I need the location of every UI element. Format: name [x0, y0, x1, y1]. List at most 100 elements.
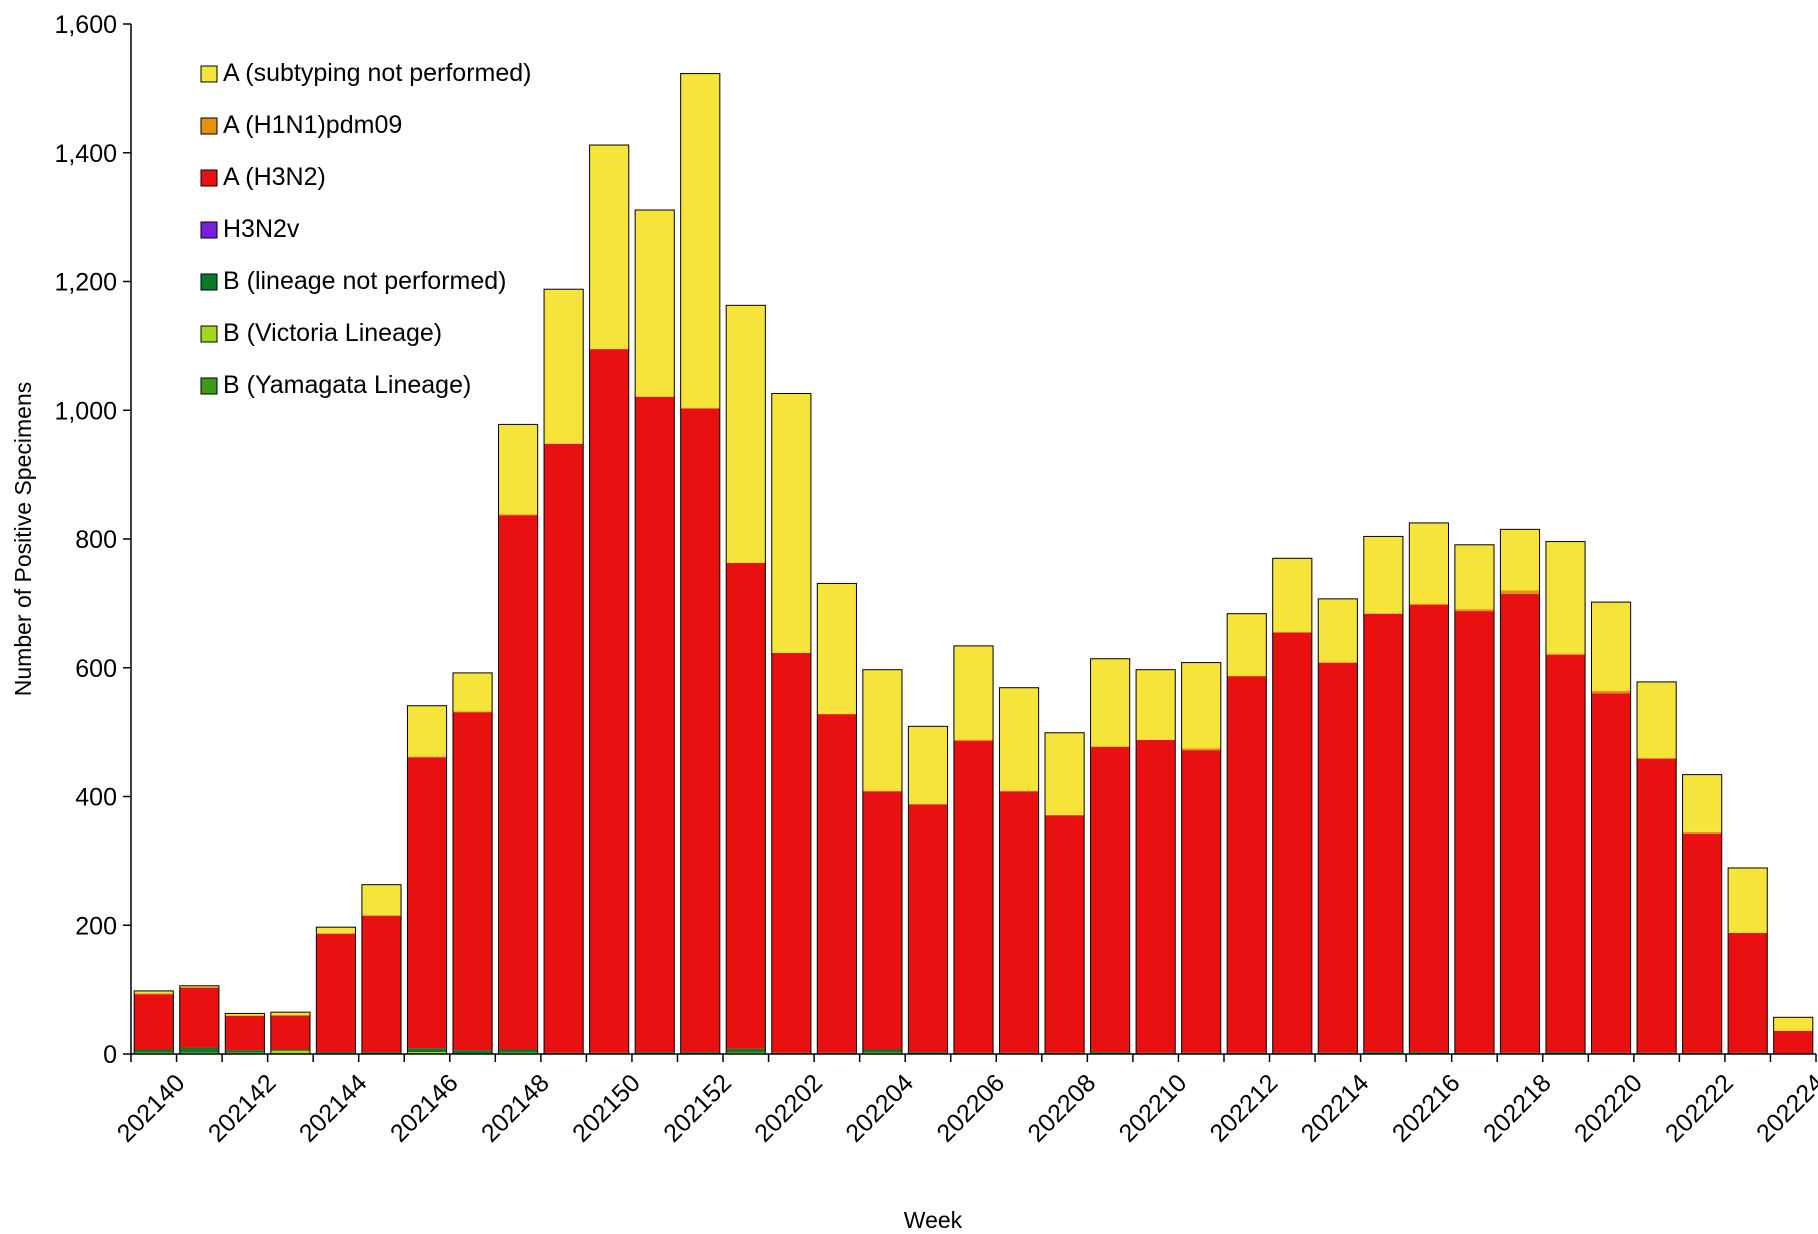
bar-segment [771, 652, 811, 1053]
bar-segment [589, 145, 629, 350]
bar-segment [498, 515, 538, 1050]
bar-segment [1682, 831, 1722, 834]
bar-segment [452, 711, 493, 713]
bar-segment [999, 791, 1039, 1053]
bar-segment [1682, 774, 1722, 832]
bar-stack [1499, 528, 1541, 1055]
bar-stack [680, 73, 721, 1055]
bar-stack [179, 985, 220, 1055]
x-tick-label: 202212 [1205, 1069, 1284, 1148]
bar-segment [1227, 613, 1267, 677]
bar-stack [725, 304, 766, 1055]
x-tick-label: 202204 [840, 1069, 919, 1148]
bar-stack [1636, 681, 1677, 1055]
bar-segment [635, 210, 675, 397]
bar-stack [1317, 598, 1358, 1055]
bar-stack [1363, 535, 1404, 1055]
legend-item: H3N2v [200, 215, 300, 243]
bar-segment [452, 712, 493, 1051]
bar-segment [179, 985, 219, 988]
bar-segment [1682, 833, 1722, 1053]
bar-segment [1045, 815, 1085, 1053]
legend-item: B (lineage not performed) [200, 267, 506, 295]
x-tick-label: 202220 [1569, 1069, 1648, 1148]
bar-segment [270, 1050, 310, 1054]
bar-segment [544, 289, 584, 444]
bar-segment [1045, 732, 1085, 816]
bar-segment [862, 791, 902, 1050]
x-tick-label: 202146 [385, 1069, 464, 1148]
bar-segment [1773, 1017, 1813, 1031]
bar-segment [179, 987, 219, 1048]
legend-swatch [200, 273, 218, 291]
bar-segment [407, 1048, 447, 1053]
bar-segment [1500, 590, 1540, 594]
bar-segment [179, 987, 219, 988]
bar-segment [225, 1013, 265, 1016]
bar-segment [953, 740, 994, 1053]
bar-stack [1135, 669, 1176, 1055]
bar-segment [908, 1052, 948, 1054]
bar-segment [407, 756, 447, 758]
y-tick-label: 400 [75, 784, 117, 812]
bar-stack [1454, 544, 1495, 1055]
bar-stack [224, 1012, 265, 1055]
bar-segment [1773, 1030, 1813, 1054]
bar-segment [225, 1015, 265, 1017]
bar-segment [1591, 602, 1631, 691]
bar-stack [1590, 601, 1632, 1055]
bar-segment [544, 443, 584, 1053]
bar-segment [1363, 1052, 1403, 1054]
bar-segment [134, 994, 174, 1050]
bar-segment [225, 1016, 265, 1051]
legend-label: A (subtyping not performed) [223, 59, 532, 87]
bar-segment [179, 1047, 219, 1053]
bar-segment [1318, 598, 1358, 663]
bar-segment [1591, 693, 1631, 1053]
bar-segment [361, 884, 402, 916]
bar-segment [1637, 681, 1677, 759]
bar-segment [726, 305, 766, 563]
bar-segment [1272, 632, 1312, 1053]
bar-segment [862, 669, 902, 791]
y-tick-label: 1,200 [54, 269, 117, 297]
bar-segment [1728, 867, 1768, 933]
bar-segment [862, 1049, 902, 1053]
bar-segment [726, 1048, 766, 1053]
bar-segment [1454, 611, 1495, 1053]
x-tick-label: 202216 [1387, 1069, 1466, 1148]
legend-item: A (subtyping not performed) [200, 59, 532, 87]
legend-label: B (lineage not performed) [223, 267, 506, 295]
bar-segment [270, 1015, 310, 1050]
bar-segment [1637, 758, 1677, 1053]
bar-segment [498, 424, 538, 515]
y-tick-label: 200 [75, 912, 117, 940]
bar-segment [134, 1049, 174, 1053]
bar-segment [862, 790, 902, 792]
legend-swatch [200, 221, 218, 239]
bar-stack [543, 288, 584, 1055]
legend-item: B (Victoria Lineage) [200, 319, 442, 347]
x-tick-label: 202202 [749, 1069, 828, 1148]
bar-segment [1545, 654, 1586, 1053]
bar-segment [1090, 658, 1130, 747]
bar-segment [1409, 522, 1449, 605]
bar-stack [406, 705, 448, 1055]
bar-segment [999, 790, 1039, 792]
bar-segment [635, 1052, 675, 1054]
x-tick-label: 202140 [112, 1069, 191, 1148]
bar-segment [1454, 544, 1495, 610]
bar-stack [589, 144, 630, 1055]
bar-segment [680, 408, 720, 1053]
x-tick-label: 202142 [203, 1069, 282, 1148]
bar-stack [1408, 522, 1449, 1055]
bar-segment [270, 1012, 310, 1016]
bar-segment [1181, 750, 1221, 1053]
bar-segment [361, 915, 402, 1053]
bar-segment [953, 645, 994, 741]
bar-stack [907, 725, 949, 1055]
x-tick-label: 202144 [294, 1069, 373, 1148]
x-tick-label: 202214 [1296, 1069, 1375, 1148]
bar-segment [817, 583, 857, 715]
y-tick-label: 1,000 [54, 397, 117, 425]
